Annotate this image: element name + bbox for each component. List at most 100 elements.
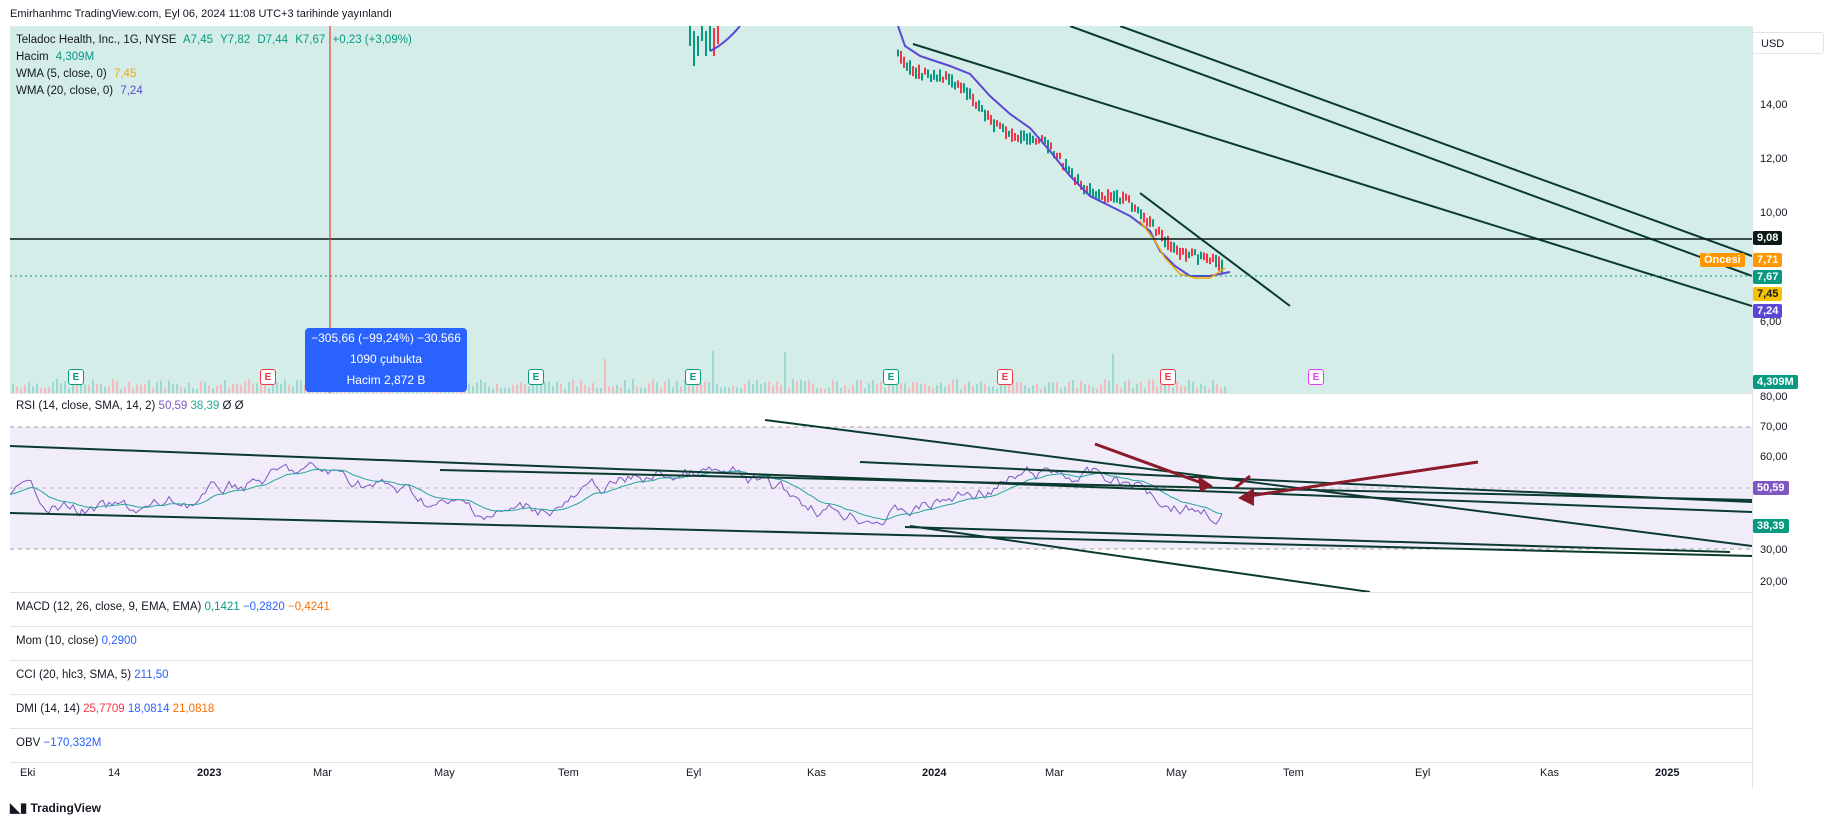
volume-bar [1028,387,1030,393]
earnings-badge[interactable]: E [260,369,276,385]
earnings-badge[interactable]: E [1308,369,1324,385]
tradingview-logo[interactable]: ◣▮ TradingView [10,800,101,816]
volume-bar [1176,381,1178,393]
volume-bar [560,384,562,393]
volume-bar [1120,388,1122,393]
rsi-legend-v2: 38,39 [190,400,220,412]
volume-bar [212,388,214,393]
volume-bar [256,383,258,393]
volume-bar [580,379,582,393]
volume-bar [1044,386,1046,393]
volume-bar [972,386,974,393]
earnings-badge[interactable]: E [528,369,544,385]
wma20-price-label: 7,24 [1753,304,1783,318]
volume-bar [276,382,278,393]
volume-bar [812,384,814,393]
earnings-badge[interactable]: E [1160,369,1176,385]
dmi-legend-v1: 25,7709 [83,703,125,715]
volume-bar [748,380,750,393]
volume-legend-value: 4,309M [55,51,95,63]
volume-bar [1012,379,1014,393]
price-scale[interactable] [1752,26,1835,788]
candles-cluster-2 [897,49,1223,274]
symbol-name: Teladoc Health, Inc., 1G, NYSE [16,34,177,46]
tradingview-logo-text: TradingView [30,801,101,815]
volume-bar [556,381,558,393]
pane-separator[interactable] [10,728,1752,729]
volume-bar [1088,384,1090,393]
volume-bar [1184,386,1186,393]
rsi-trendline-2 [10,512,1752,557]
mom-legend[interactable]: Mom (10, close) 0,2900 [16,635,137,647]
volume-bar [48,387,50,393]
volume-bar [712,351,714,393]
volume-bar [600,388,602,393]
pane-separator[interactable] [10,694,1752,695]
volume-bar [1040,388,1042,393]
macd-legend[interactable]: MACD (12, 26, close, 9, EMA, EMA) 0,1421… [16,601,330,613]
volume-bar [772,385,774,393]
rsi-sma-label: 38,39 [1753,519,1789,533]
volume-bar [944,387,946,393]
volume-bar [740,388,742,393]
pane-separator[interactable] [10,393,1752,394]
volume-bar [516,384,518,393]
time-label: Kas [807,767,826,779]
volume-bar [1024,385,1026,393]
cci-legend[interactable]: CCI (20, hlc3, SMA, 5) 211,50 [16,669,169,681]
volume-bar [520,382,522,393]
volume-bar [976,384,978,393]
pane-separator[interactable] [10,626,1752,627]
wma20-legend[interactable]: WMA (20, close, 0) 7,24 [16,85,147,97]
rsi-tick: 30,00 [1760,544,1788,556]
pane-separator[interactable] [10,660,1752,661]
volume-bar [924,383,926,393]
pane-separator[interactable] [10,592,1752,593]
rsi-legend[interactable]: RSI (14, close, SMA, 14, 2) 50,59 38,39 … [16,400,244,412]
macd-legend-name: MACD (12, 26, close, 9, EMA, EMA) [16,601,202,613]
volume-bar [704,381,706,393]
volume-bar [996,388,998,393]
wma20-legend-value: 7,24 [120,85,143,97]
volume-bar [252,384,254,393]
wma5-legend[interactable]: WMA (5, close, 0) 7,45 [16,68,140,80]
dmi-legend[interactable]: DMI (14, 14) 25,7709 18,0814 21,0818 [16,703,214,715]
volume-bar [1092,387,1094,393]
volume-bar [880,381,882,393]
volume-bar [480,379,482,393]
volume-bar [84,384,86,393]
volume-bar [204,381,206,393]
volume-bar [960,388,962,393]
earnings-badge[interactable]: E [68,369,84,385]
volume-bar [1164,380,1166,393]
volume-bar [548,381,550,393]
volume-bar [208,385,210,393]
volume-bar [1156,386,1158,393]
price-pane[interactable]: Teladoc Health, Inc., 1G, NYSE A7,45 Y7,… [10,26,1752,393]
obv-legend[interactable]: OBV −170,332M [16,737,101,749]
volume-legend[interactable]: Hacim 4,309M [16,51,98,63]
rsi-pane[interactable]: RSI (14, close, SMA, 14, 2) 50,59 38,39 … [10,394,1752,592]
earnings-badge[interactable]: E [685,369,701,385]
volume-bar [1076,387,1078,393]
earnings-badge[interactable]: E [883,369,899,385]
symbol-legend[interactable]: Teladoc Health, Inc., 1G, NYSE A7,45 Y7,… [16,34,416,46]
volume-bar [896,381,898,393]
wma20-line [897,26,1231,277]
volume-bar [1020,382,1022,393]
rsi-trendline-7 [909,525,1371,592]
volume-bar [248,379,250,393]
earnings-badge[interactable]: E [997,369,1013,385]
volume-bar [852,385,854,393]
currency-button[interactable]: USD [1752,32,1824,54]
volume-bar [720,387,722,393]
volume-bar [680,386,682,393]
change-value: +0,23 (+3,09%) [332,34,412,46]
volume-bar [956,379,958,393]
volume-bar [116,381,118,393]
volume-bar [708,382,710,393]
volume-bar [1080,380,1082,393]
volume-bar [220,384,222,393]
volume-bar [132,388,134,393]
volume-bar [544,381,546,393]
